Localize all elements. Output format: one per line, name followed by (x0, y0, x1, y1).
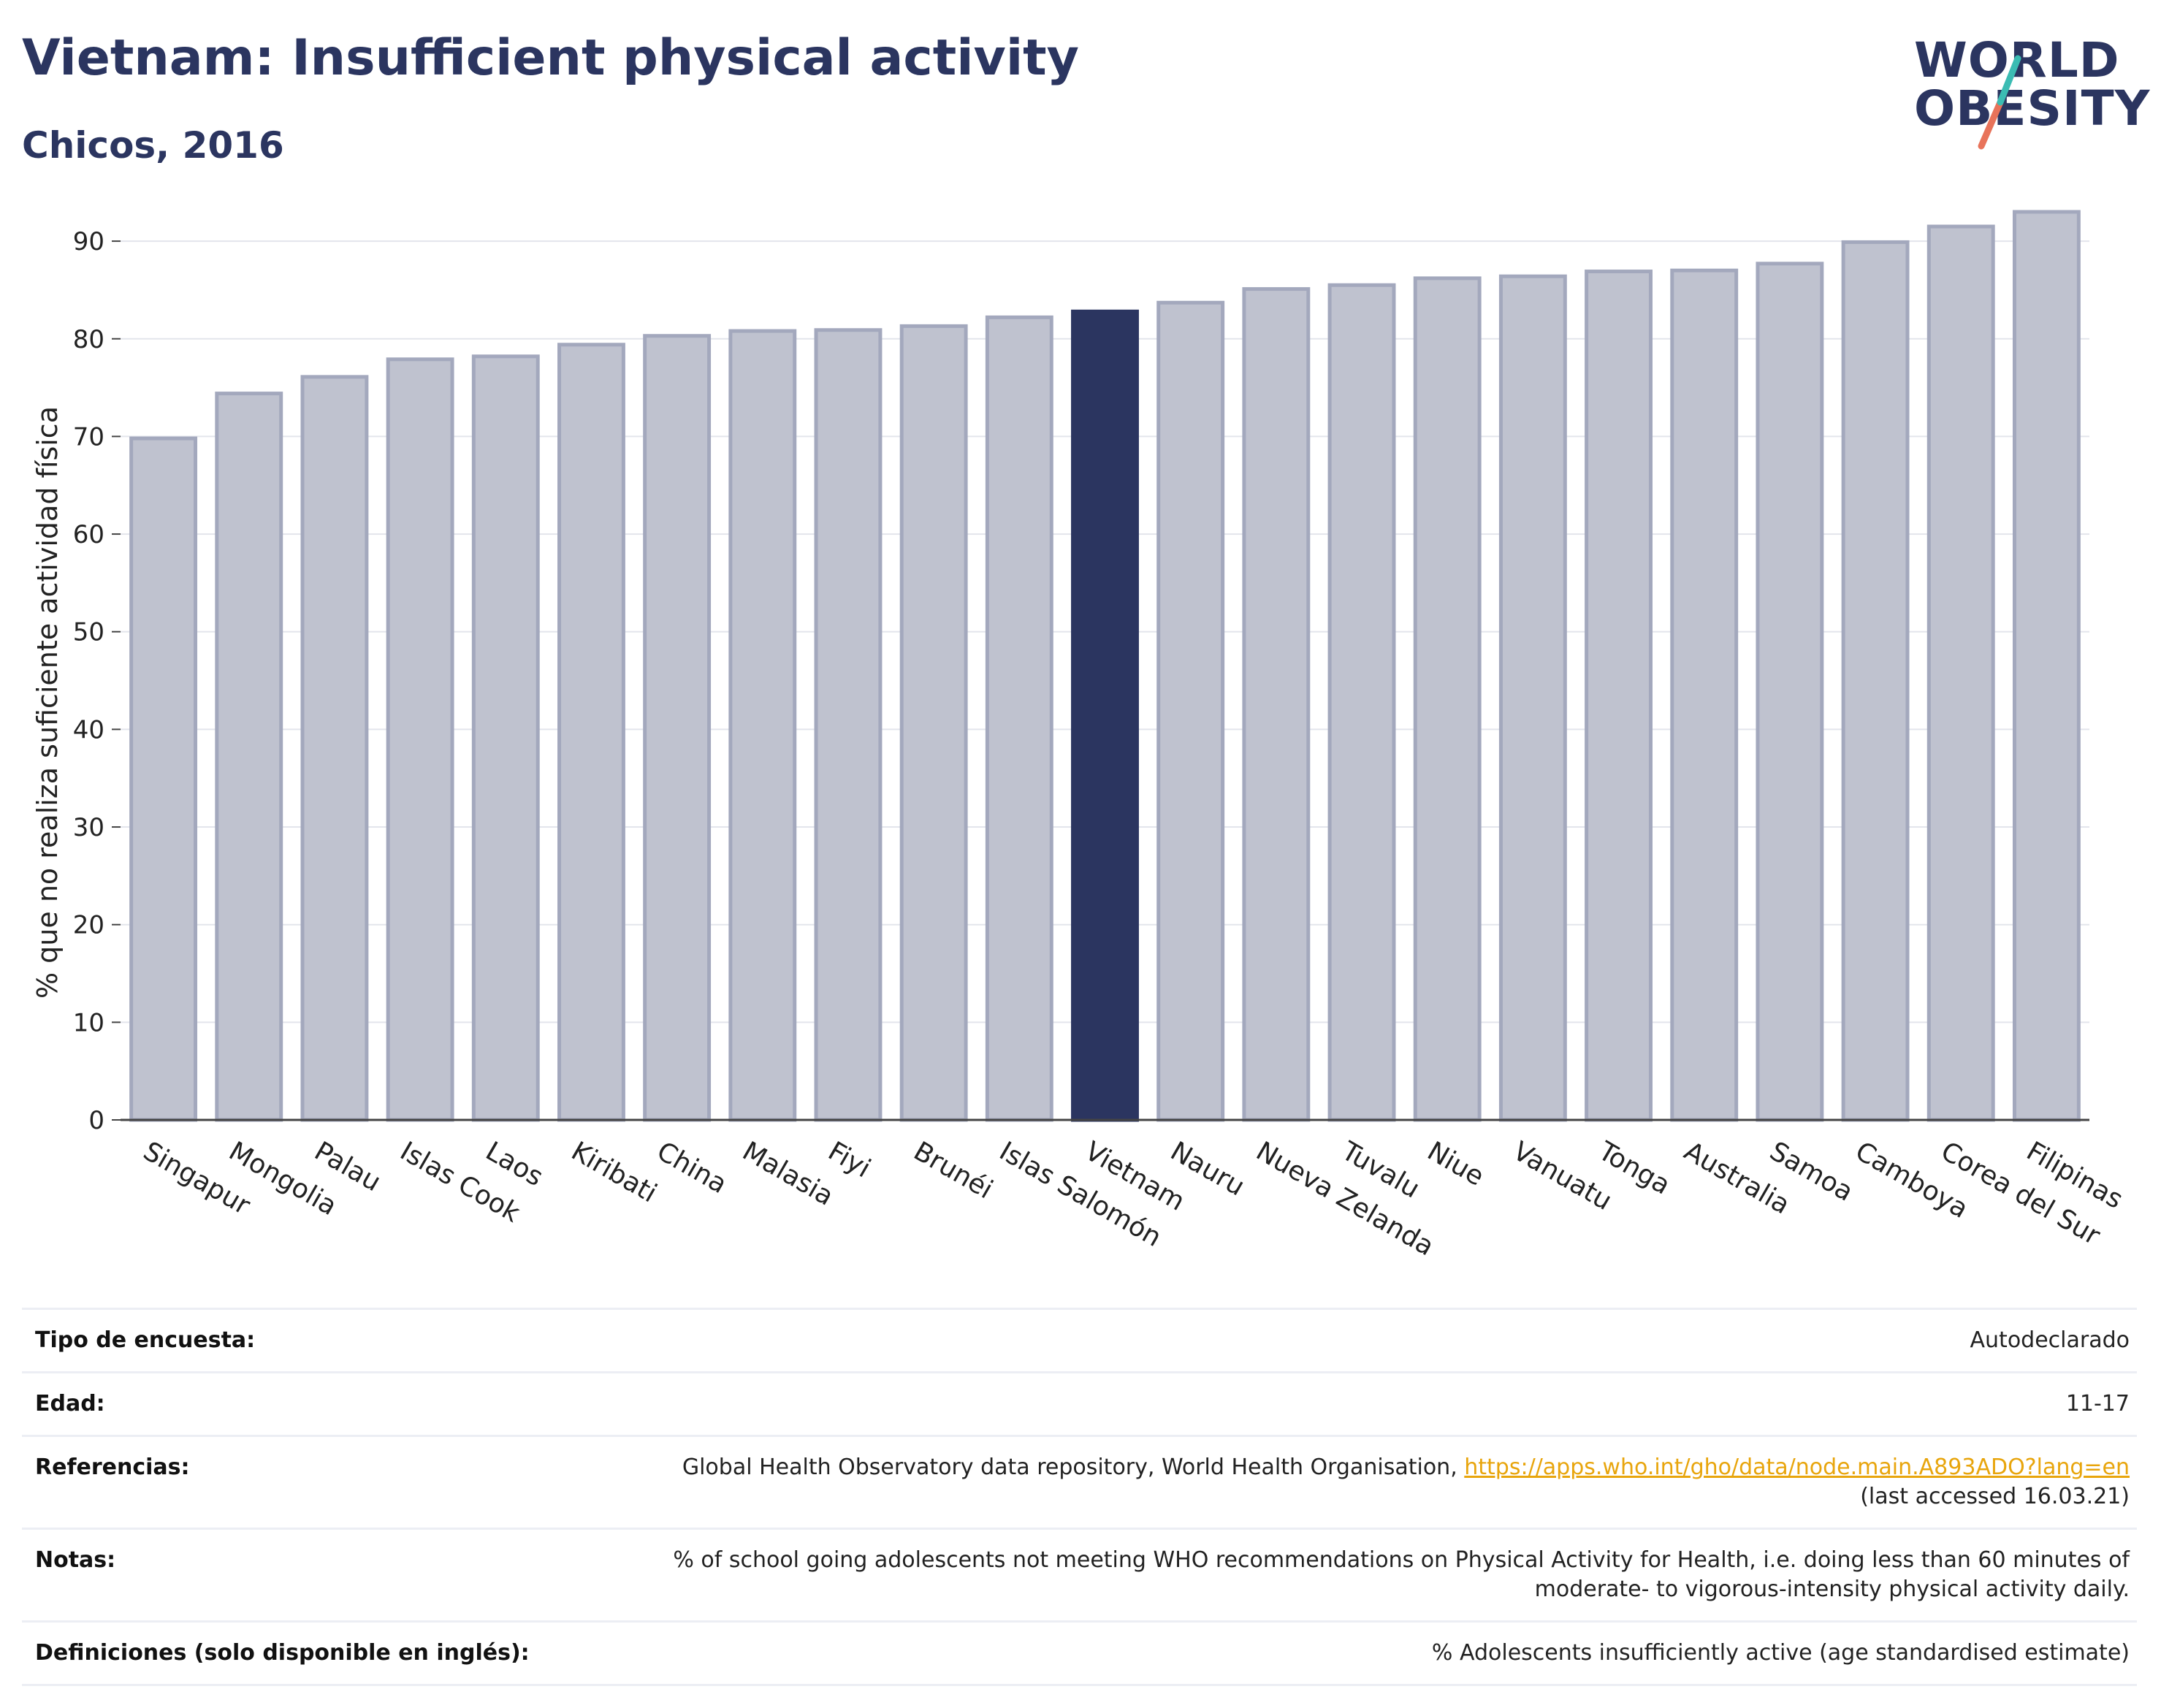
bar-malasia[interactable] (728, 329, 797, 1122)
bar-laos[interactable] (471, 354, 540, 1122)
bar-singapur[interactable] (129, 436, 198, 1122)
x-tick-label: Brunéi (909, 1136, 998, 1205)
y-tick-label: 90 (73, 227, 104, 256)
meta-key: Referencias: (22, 1435, 620, 1529)
meta-value: 11-17 (620, 1371, 2137, 1436)
meta-row-notes: Notas: % of school going adolescents not… (22, 1528, 2137, 1622)
metadata-table: Tipo de encuesta: Autodeclarado Edad: 11… (22, 1308, 2137, 1686)
meta-key: Definiciones (solo disponible en inglés)… (22, 1620, 620, 1686)
world-obesity-logo: WORLD OBESITY (1914, 37, 2149, 153)
x-tick-label: China (652, 1136, 732, 1200)
y-tick-label: 50 (73, 618, 104, 647)
bar-niue[interactable] (1413, 276, 1482, 1122)
meta-value: % of school going adolescents not meetin… (620, 1528, 2137, 1622)
meta-key: Notas: (22, 1528, 620, 1622)
meta-row-references: Referencias: Global Health Observatory d… (22, 1435, 2137, 1529)
meta-value: % Adolescents insufficiently active (age… (620, 1620, 2137, 1686)
bar-brun-i[interactable] (899, 324, 968, 1122)
bar-tuvalu[interactable] (1327, 283, 1396, 1122)
y-tick-label: 10 (73, 1008, 104, 1037)
bar-palau[interactable] (300, 375, 369, 1122)
y-axis-title: % que no realiza suficiente actividad fí… (31, 406, 64, 999)
x-tick-label: Niue (1422, 1136, 1489, 1192)
bar-kiribati[interactable] (557, 343, 625, 1122)
reference-text: Global Health Observatory data repositor… (682, 1455, 1465, 1480)
meta-key: Edad: (22, 1371, 620, 1436)
logo-text-line2: OBESITY (1914, 80, 2151, 137)
reference-link[interactable]: https://apps.who.int/gho/data/node.main.… (1464, 1455, 2130, 1480)
y-tick-label: 40 (73, 715, 104, 744)
bar-islas-salom-n[interactable] (985, 315, 1053, 1122)
bar-vanuatu[interactable] (1498, 274, 1567, 1122)
bar-tonga[interactable] (1585, 270, 1653, 1122)
meta-row-age: Edad: 11-17 (22, 1371, 2137, 1436)
reference-accessed: (last accessed 16.03.21) (1860, 1484, 2130, 1509)
y-tick-label: 30 (73, 813, 104, 842)
meta-key: Tipo de encuesta: (22, 1308, 620, 1373)
x-tick-label: Vanuatu (1508, 1136, 1617, 1216)
y-tick-label: 60 (73, 520, 104, 549)
bar-china[interactable] (643, 334, 712, 1122)
bar-islas-cook[interactable] (386, 357, 454, 1122)
bar-nueva-zelanda[interactable] (1242, 287, 1311, 1122)
bar-filipinas[interactable] (2012, 210, 2081, 1122)
bar-chart-svg: 0102030405060708090SingapurMongoliaPalau… (31, 210, 2128, 1262)
x-tick-label: Fiyi (823, 1136, 875, 1183)
y-tick-label: 80 (73, 325, 104, 354)
bar-chart: 0 10 20 30 40 50 60 70 80 90 Singapur Mongolia Palau… (0, 190, 2161, 1286)
bar-corea-del-sur[interactable] (1926, 224, 1995, 1122)
bar-australia[interactable] (1670, 268, 1739, 1122)
meta-value: Autodeclarado (620, 1308, 2137, 1373)
x-tick-label: Malasia (737, 1136, 838, 1212)
meta-value: Global Health Observatory data repositor… (620, 1435, 2137, 1529)
notes-text-line2: moderate- to vigorous-intensity physical… (1534, 1577, 2130, 1602)
chart-subtitle: Chicos, 2016 (22, 124, 284, 167)
y-tick-label: 20 (73, 911, 104, 940)
bar-vietnam[interactable] (1071, 309, 1139, 1122)
y-tick-label: 70 (73, 422, 104, 451)
meta-row-definitions: Definiciones (solo disponible en inglés)… (22, 1620, 2137, 1686)
axes (112, 240, 2089, 1121)
bar-nauru[interactable] (1156, 300, 1225, 1122)
x-tick-label: Kiribati (566, 1136, 662, 1208)
notes-text-line1: % of school going adolescents not meetin… (673, 1547, 2130, 1573)
bar-mongolia[interactable] (215, 392, 283, 1122)
logo-slash-icon (1978, 55, 2021, 150)
bar-camboya[interactable] (1841, 240, 1910, 1122)
chart-title: Vietnam: Insufficient physical activity (22, 29, 1079, 87)
bar-samoa[interactable] (1756, 262, 1824, 1122)
meta-row-survey-type: Tipo de encuesta: Autodeclarado (22, 1308, 2137, 1373)
y-tick-label: 0 (88, 1106, 104, 1135)
bar-fiyi[interactable] (814, 328, 883, 1122)
bars (129, 210, 2081, 1122)
